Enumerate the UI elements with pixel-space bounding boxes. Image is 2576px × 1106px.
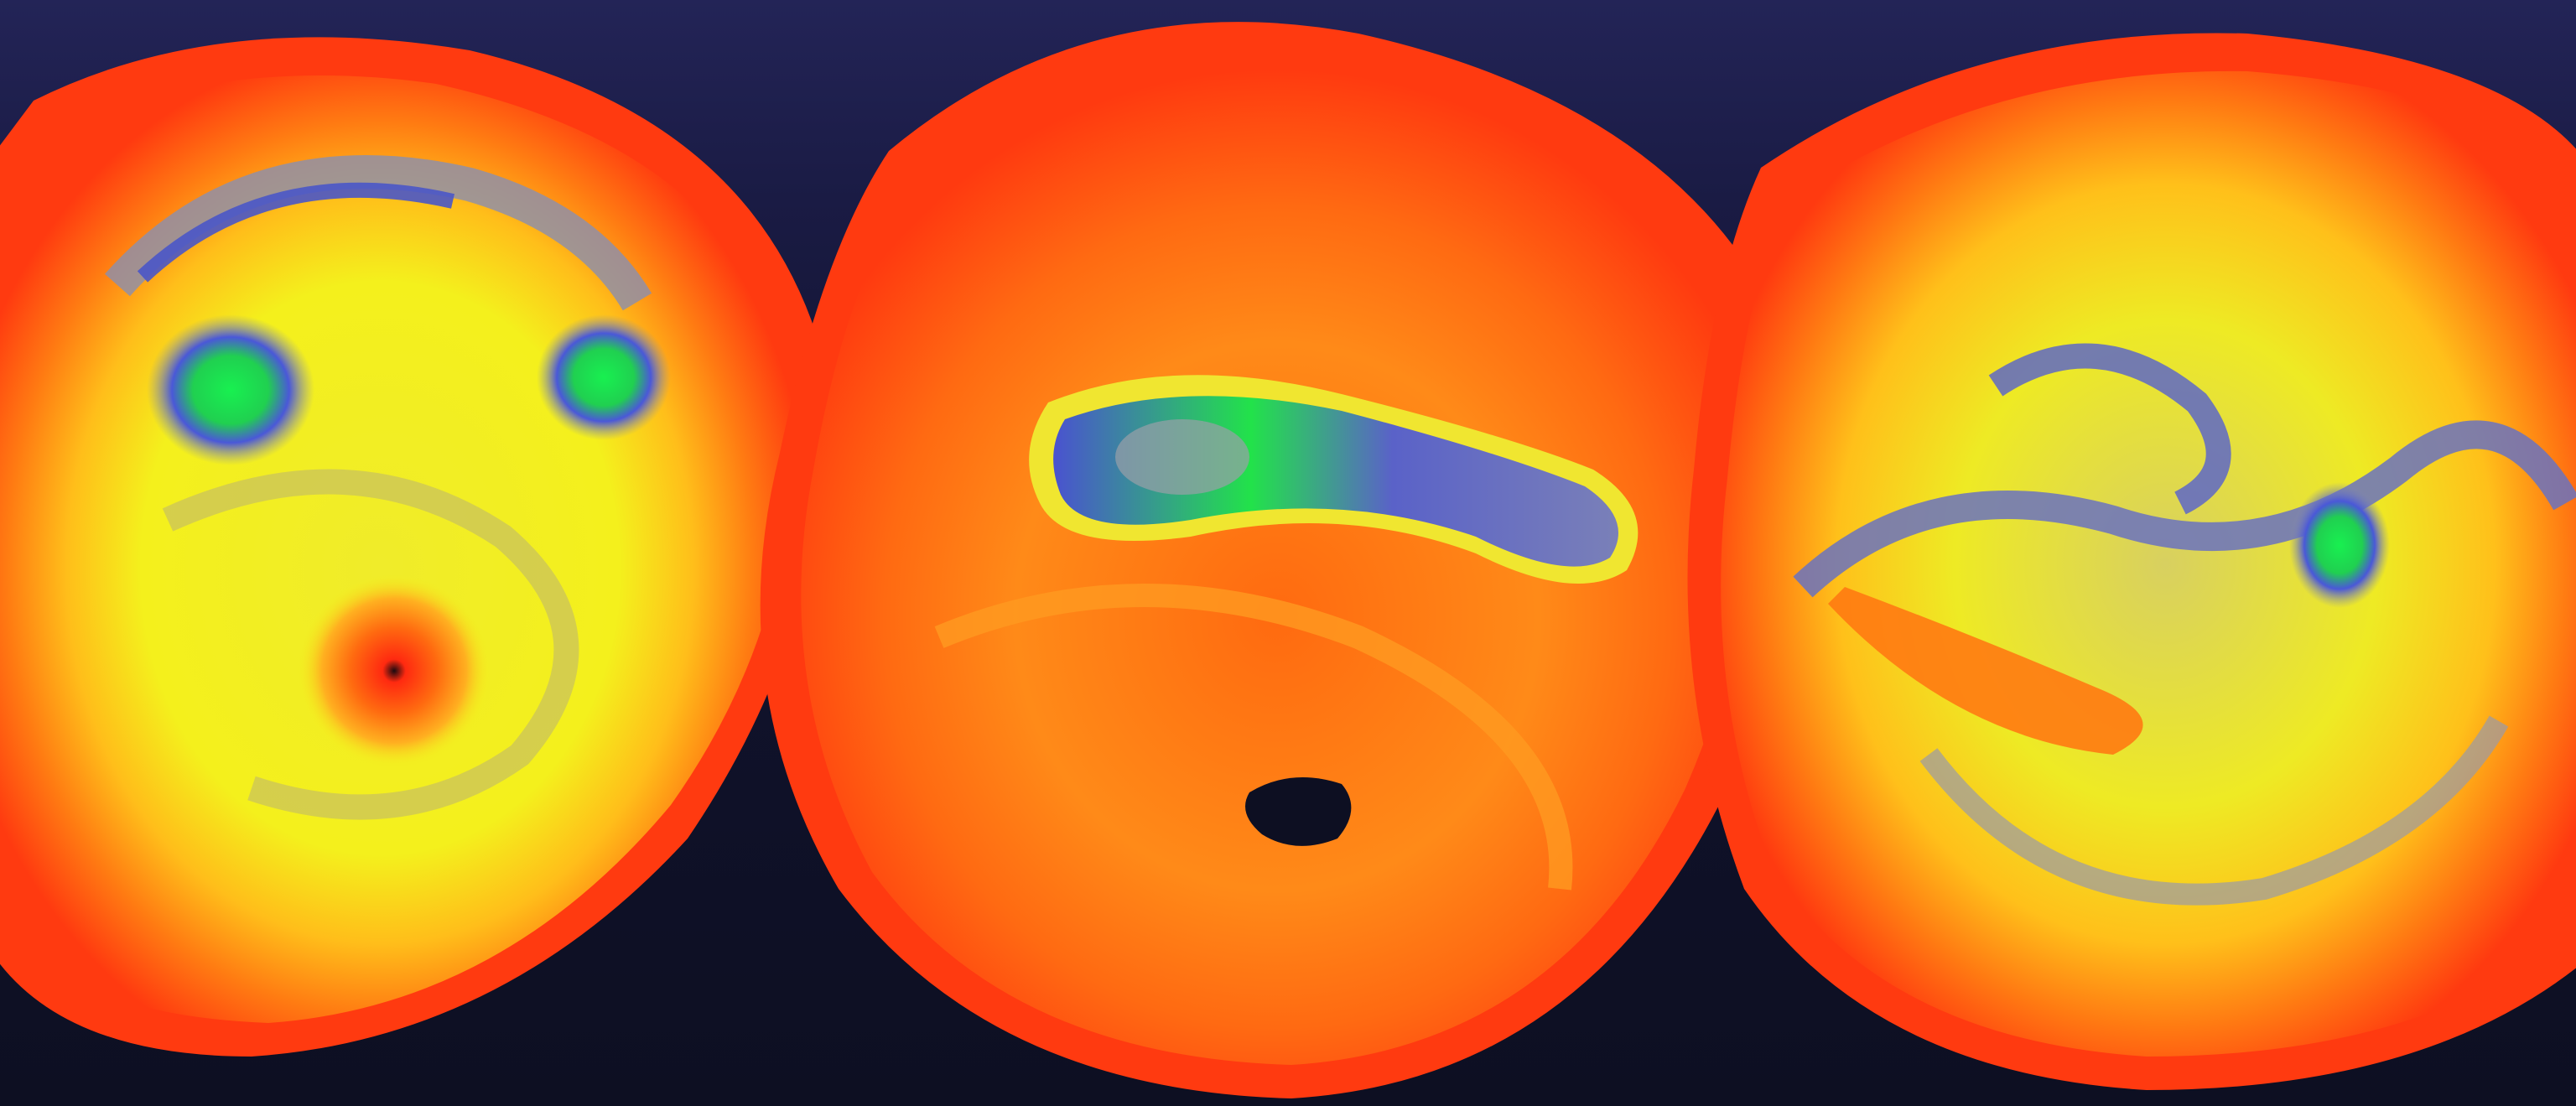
right-blue-swirl [1793, 420, 2576, 598]
center-disc-body [801, 69, 1753, 1065]
left-red-vortex [298, 574, 491, 767]
left-disc-body [0, 75, 792, 1023]
center-band-core [1115, 419, 1249, 495]
center-dark-hole [1245, 777, 1352, 846]
left-green-eddy-2 [537, 314, 671, 440]
left-green-eddy-1 [147, 314, 314, 465]
right-disc-body [1721, 70, 2576, 1057]
center-vortex-disc [760, 22, 1798, 1099]
right-vortex-disc [1687, 33, 2576, 1090]
right-upper-blue-streak [1988, 343, 2231, 515]
left-olive-swirl [162, 469, 579, 820]
right-green-eddy [2289, 482, 2390, 608]
left-upper-blue-streak [137, 182, 454, 283]
center-lower-swirl [934, 584, 1573, 891]
left-vortex-disc [0, 37, 826, 1057]
left-upper-swirl [105, 155, 652, 311]
right-orange-tongue [1828, 587, 2143, 755]
right-lower-gray-swirl [1919, 715, 2509, 906]
